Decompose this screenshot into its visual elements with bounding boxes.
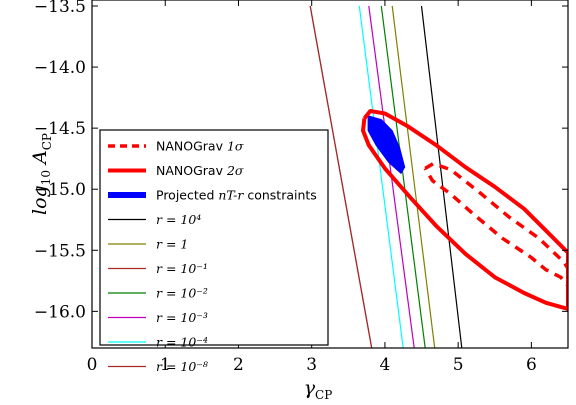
legend-label: r = 10⁻⁴ <box>156 335 208 350</box>
x-tick-label: 2 <box>233 355 244 375</box>
y-tick-label: −15.0 <box>34 180 86 200</box>
legend-box <box>99 129 329 346</box>
legend-label: r = 1 <box>156 237 188 252</box>
x-tick-label: 1 <box>160 355 171 375</box>
x-tick-label: 4 <box>380 355 391 375</box>
legend-label: r = 10⁴ <box>156 212 201 227</box>
legend-item: r = 10⁻³ <box>108 310 208 325</box>
series-r-10-4 <box>358 5 404 348</box>
series-nanograv-2 <box>361 109 568 311</box>
y-tick-label: −13.5 <box>34 0 86 17</box>
legend-label: NANOGrav 1σ <box>156 139 244 154</box>
series-r-1 <box>391 5 436 348</box>
series-r-10-4 <box>420 5 463 348</box>
legend-item: NANOGrav 1σ <box>108 139 244 154</box>
legend-item: r = 10⁻⁴ <box>108 335 208 350</box>
legend-label: r = 10⁻² <box>156 286 208 301</box>
legend-label: Projected nT-r constraints <box>156 188 317 203</box>
series-projected-n-t-r-constraints <box>367 115 406 175</box>
series-r-10-8 <box>309 5 373 348</box>
series-nanograv-1 <box>423 161 568 288</box>
legend-item: Projected nT-r constraints <box>108 188 317 203</box>
legend-item: r = 10⁻¹ <box>108 261 208 276</box>
x-ticks: 0 1 2 3 4 5 6 <box>87 0 537 375</box>
x-tick-label: 6 <box>526 355 537 375</box>
x-tick-label: 5 <box>453 355 464 375</box>
legend-label: r = 10⁻¹ <box>156 261 208 276</box>
x-axis-label: γCP <box>304 377 333 402</box>
legend-item: r = 10⁻⁸ <box>108 359 208 374</box>
y-tick-label: −16.0 <box>34 302 86 322</box>
legend-label: r = 10⁻³ <box>156 310 208 325</box>
legend-label: r = 10⁻⁸ <box>156 359 208 374</box>
legend-item: r = 10⁻² <box>108 286 208 301</box>
series-layer <box>309 5 568 348</box>
legend-item: r = 10⁴ <box>108 212 201 227</box>
series-r-10-2 <box>380 5 426 348</box>
legend-item: r = 1 <box>108 237 188 252</box>
legend-item: NANOGrav 2σ <box>108 163 244 178</box>
legend-label: NANOGrav 2σ <box>156 163 244 178</box>
axes-frame <box>91 0 569 349</box>
x-tick-label: 3 <box>306 355 317 375</box>
y-ticks: −13.5 −14.0 −14.5 −15.0 −15.5 −16.0 <box>34 0 568 322</box>
y-tick-label: −14.0 <box>34 58 86 78</box>
plot-frame <box>91 0 569 349</box>
y-tick-label: −14.5 <box>34 119 86 139</box>
y-tick-label: −15.5 <box>34 241 86 261</box>
y-axis-label: log10 ACP <box>29 133 54 215</box>
x-tick-label: 0 <box>87 355 98 375</box>
legend: NANOGrav 1σ NANOGrav 2σ Projected nT-r con… <box>99 129 329 374</box>
